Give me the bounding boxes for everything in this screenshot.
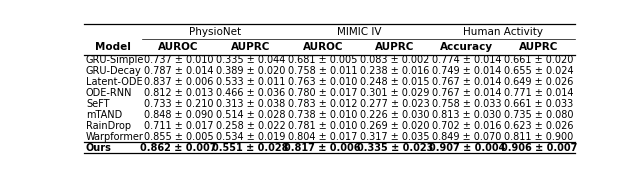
Text: AUPRC: AUPRC xyxy=(231,42,270,52)
Text: 0.655 ± 0.024: 0.655 ± 0.024 xyxy=(504,66,574,76)
Text: 0.855 ± 0.005: 0.855 ± 0.005 xyxy=(144,132,213,142)
Text: Latent-ODE: Latent-ODE xyxy=(86,77,143,87)
Text: 0.681 ± 0.005: 0.681 ± 0.005 xyxy=(288,55,357,65)
Text: 0.763 ± 0.010: 0.763 ± 0.010 xyxy=(288,77,357,87)
Text: 0.661 ± 0.033: 0.661 ± 0.033 xyxy=(504,99,573,109)
Text: 0.749 ± 0.014: 0.749 ± 0.014 xyxy=(432,66,502,76)
Text: Human Activity: Human Activity xyxy=(463,27,543,37)
Text: 0.737 ± 0.010: 0.737 ± 0.010 xyxy=(144,55,213,65)
Text: GRU-Simple: GRU-Simple xyxy=(86,55,145,65)
Text: AUROC: AUROC xyxy=(158,42,199,52)
Text: 0.533 ± 0.011: 0.533 ± 0.011 xyxy=(216,77,285,87)
Text: AUROC: AUROC xyxy=(303,42,343,52)
Text: 0.849 ± 0.070: 0.849 ± 0.070 xyxy=(432,132,502,142)
Text: AUPRC: AUPRC xyxy=(375,42,415,52)
Text: 0.335 ± 0.023: 0.335 ± 0.023 xyxy=(356,143,433,153)
Text: 0.780 ± 0.017: 0.780 ± 0.017 xyxy=(288,88,358,98)
Text: 0.248 ± 0.015: 0.248 ± 0.015 xyxy=(360,77,429,87)
Text: Model: Model xyxy=(95,42,131,52)
Text: GRU-Decay: GRU-Decay xyxy=(86,66,141,76)
Text: 0.907 ± 0.004: 0.907 ± 0.004 xyxy=(429,143,505,153)
Text: 0.735 ± 0.080: 0.735 ± 0.080 xyxy=(504,110,573,120)
Text: 0.317 ± 0.035: 0.317 ± 0.035 xyxy=(360,132,429,142)
Text: 0.758 ± 0.011: 0.758 ± 0.011 xyxy=(288,66,358,76)
Text: mTAND: mTAND xyxy=(86,110,122,120)
Text: 0.649 ± 0.026: 0.649 ± 0.026 xyxy=(504,77,573,87)
Text: 0.466 ± 0.036: 0.466 ± 0.036 xyxy=(216,88,285,98)
Text: 0.811 ± 0.900: 0.811 ± 0.900 xyxy=(504,132,573,142)
Text: Warpformer: Warpformer xyxy=(86,132,144,142)
Text: 0.837 ± 0.006: 0.837 ± 0.006 xyxy=(144,77,213,87)
Text: 0.906 ± 0.007: 0.906 ± 0.007 xyxy=(500,143,577,153)
Text: SeFT: SeFT xyxy=(86,99,109,109)
Text: 0.767 ± 0.014: 0.767 ± 0.014 xyxy=(432,77,502,87)
Text: 0.813 ± 0.030: 0.813 ± 0.030 xyxy=(432,110,502,120)
Text: 0.313 ± 0.038: 0.313 ± 0.038 xyxy=(216,99,285,109)
Text: 0.783 ± 0.012: 0.783 ± 0.012 xyxy=(288,99,358,109)
Text: 0.733 ± 0.210: 0.733 ± 0.210 xyxy=(144,99,213,109)
Text: 0.771 ± 0.014: 0.771 ± 0.014 xyxy=(504,88,573,98)
Text: PhysioNet: PhysioNet xyxy=(189,27,241,37)
Text: 0.767 ± 0.014: 0.767 ± 0.014 xyxy=(432,88,502,98)
Text: 0.758 ± 0.033: 0.758 ± 0.033 xyxy=(432,99,502,109)
Text: 0.774 ± 0.014: 0.774 ± 0.014 xyxy=(432,55,502,65)
Text: MIMIC IV: MIMIC IV xyxy=(337,27,381,37)
Text: 0.335 ± 0.044: 0.335 ± 0.044 xyxy=(216,55,285,65)
Text: 0.514 ± 0.028: 0.514 ± 0.028 xyxy=(216,110,285,120)
Text: 0.781 ± 0.010: 0.781 ± 0.010 xyxy=(288,121,357,131)
Text: 0.301 ± 0.029: 0.301 ± 0.029 xyxy=(360,88,429,98)
Text: 0.804 ± 0.017: 0.804 ± 0.017 xyxy=(288,132,357,142)
Text: 0.534 ± 0.019: 0.534 ± 0.019 xyxy=(216,132,285,142)
Text: 0.269 ± 0.020: 0.269 ± 0.020 xyxy=(360,121,429,131)
Text: AUPRC: AUPRC xyxy=(519,42,559,52)
Text: 0.623 ± 0.026: 0.623 ± 0.026 xyxy=(504,121,573,131)
Text: 0.277 ± 0.023: 0.277 ± 0.023 xyxy=(360,99,429,109)
Text: 0.817 ± 0.006: 0.817 ± 0.006 xyxy=(284,143,361,153)
Text: 0.812 ± 0.013: 0.812 ± 0.013 xyxy=(144,88,213,98)
Text: 0.848 ± 0.090: 0.848 ± 0.090 xyxy=(144,110,213,120)
Text: 0.083 ± 0.002: 0.083 ± 0.002 xyxy=(360,55,429,65)
Text: RainDrop: RainDrop xyxy=(86,121,131,131)
Text: 0.702 ± 0.016: 0.702 ± 0.016 xyxy=(432,121,502,131)
Text: 0.711 ± 0.017: 0.711 ± 0.017 xyxy=(144,121,213,131)
Text: 0.738 ± 0.010: 0.738 ± 0.010 xyxy=(288,110,357,120)
Text: Accuracy: Accuracy xyxy=(440,42,493,52)
Text: 0.226 ± 0.030: 0.226 ± 0.030 xyxy=(360,110,429,120)
Text: 0.258 ± 0.022: 0.258 ± 0.022 xyxy=(216,121,285,131)
Text: ODE-RNN: ODE-RNN xyxy=(86,88,132,98)
Text: 0.787 ± 0.014: 0.787 ± 0.014 xyxy=(144,66,213,76)
Text: 0.862 ± 0.007: 0.862 ± 0.007 xyxy=(140,143,217,153)
Text: Ours: Ours xyxy=(86,143,112,153)
Text: 0.661 ± 0.020: 0.661 ± 0.020 xyxy=(504,55,573,65)
Text: 0.389 ± 0.020: 0.389 ± 0.020 xyxy=(216,66,285,76)
Text: 0.238 ± 0.016: 0.238 ± 0.016 xyxy=(360,66,429,76)
Text: 0.551 ± 0.028: 0.551 ± 0.028 xyxy=(212,143,289,153)
